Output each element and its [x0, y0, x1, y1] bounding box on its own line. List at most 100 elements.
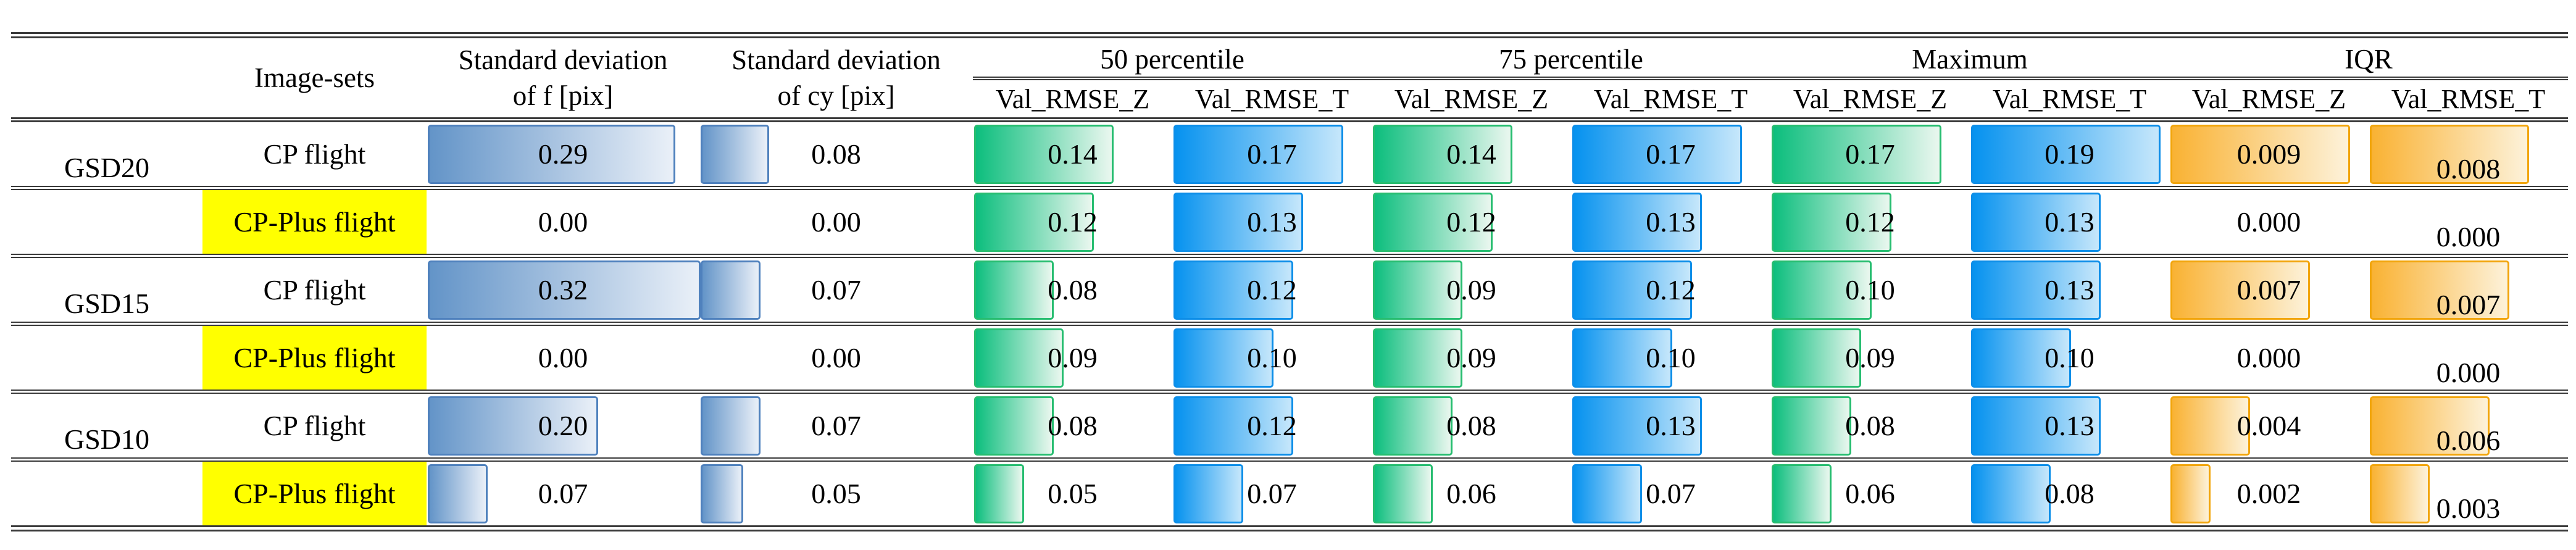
value-text: 0.12: [1048, 206, 1098, 238]
green-data-bar: [1772, 193, 1891, 252]
orange-data-bar: [2170, 125, 2350, 184]
value-cell-iqr-z: 0.000: [2169, 190, 2369, 254]
cyan-data-bar: [1971, 125, 2161, 184]
group-iqr: IQR: [2345, 44, 2393, 75]
steel-data-bar: [701, 464, 744, 523]
value-cell-max-z: 0.10: [1770, 258, 1970, 322]
value-cell-p75-z: 0.12: [1372, 190, 1571, 254]
image-set-label: CP flight: [263, 138, 366, 170]
value-text: 0.00: [811, 342, 861, 373]
value-cell-p50-t: 0.12: [1172, 394, 1372, 457]
image-set-cell: CP flight: [202, 122, 427, 186]
value-cell-iqr-t: 0.000: [2369, 190, 2568, 254]
value-text: 0.29: [538, 138, 588, 170]
group-underline: [973, 77, 2568, 80]
table-row: GSD10 CP flight 0.20 0.07 0.08 0.12 0.08 0.13…: [11, 390, 2568, 457]
value-cell-std-f: 0.00: [427, 190, 699, 254]
value-text: 0.08: [1446, 410, 1496, 441]
value-text: 0.09: [1446, 274, 1496, 306]
green-data-bar: [1772, 125, 1941, 184]
value-text: 0.004: [2236, 410, 2301, 441]
cyan-data-bar: [1173, 328, 1273, 388]
table-row: CP-Plus flight 0.00 0.00 0.12 0.13 0.12 0.13 0…: [11, 186, 2568, 254]
green-data-bar: [1373, 125, 1513, 184]
value-cell-p50-z: 0.08: [973, 394, 1172, 457]
value-cell-iqr-t: 0.003: [2369, 462, 2568, 525]
green-data-bar: [974, 260, 1054, 320]
value-text: 0.00: [538, 342, 588, 373]
cyan-data-bar: [1572, 260, 1692, 320]
header-image-sets-label: Image-sets: [254, 62, 375, 93]
subheader-p75-t: Val_RMSE_T: [1593, 83, 1748, 114]
value-cell-iqr-z: 0.002: [2169, 462, 2369, 525]
value-text: 0.000: [2436, 357, 2501, 388]
green-data-bar: [974, 464, 1024, 523]
value-text: 0.08: [1048, 410, 1098, 441]
gsd-group-cell: GSD10: [11, 394, 202, 457]
value-cell-max-z: 0.17: [1770, 122, 1970, 186]
value-text: 0.00: [538, 206, 588, 238]
table-row: GSD15 CP flight 0.32 0.07 0.08 0.12 0.09 0.12…: [11, 254, 2568, 322]
value-text: 0.007: [2436, 289, 2501, 320]
value-text: 0.000: [2236, 206, 2301, 238]
gsd-group-cell: GSD20: [11, 122, 202, 186]
steel-data-bar: [428, 464, 488, 523]
value-text: 0.009: [2236, 138, 2301, 170]
value-cell-p50-t: 0.13: [1172, 190, 1372, 254]
cyan-data-bar: [1971, 396, 2101, 456]
value-text: 0.13: [1646, 206, 1696, 238]
value-text: 0.12: [1646, 274, 1696, 306]
orange-data-bar: [2370, 125, 2530, 184]
orange-data-bar: [2170, 464, 2211, 523]
value-cell-iqr-z: 0.007: [2169, 258, 2369, 322]
gsd-group-label: GSD20: [64, 152, 150, 183]
green-data-bar: [1772, 260, 1872, 320]
value-cell-max-t: 0.19: [1970, 122, 2169, 186]
green-data-bar: [974, 193, 1094, 252]
value-cell-std-f: 0.07: [427, 462, 699, 525]
header-image-sets: Image-sets: [202, 38, 427, 117]
cyan-data-bar: [1173, 260, 1293, 320]
cyan-data-bar: [1173, 464, 1244, 523]
value-text: 0.20: [538, 410, 588, 441]
subheader-iqr-t: Val_RMSE_T: [2391, 83, 2546, 114]
table-row: CP-Plus flight 0.07 0.05 0.05 0.07 0.06 0.07 0…: [11, 457, 2568, 525]
image-set-cell: CP flight: [202, 258, 427, 322]
orange-data-bar: [2370, 464, 2430, 523]
value-cell-p50-t: 0.12: [1172, 258, 1372, 322]
value-text: 0.12: [1247, 274, 1297, 306]
value-text: 0.007: [2236, 274, 2301, 306]
gsd-group-cell: [11, 190, 202, 254]
value-cell-iqr-t: 0.008: [2369, 122, 2568, 186]
gsd-group-label: GSD10: [64, 423, 150, 455]
value-text: 0.13: [2045, 274, 2095, 306]
cyan-data-bar: [1173, 193, 1303, 252]
value-text: 0.07: [811, 274, 861, 306]
value-text: 0.10: [1646, 342, 1696, 373]
value-cell-p50-z: 0.08: [973, 258, 1172, 322]
value-text: 0.13: [2045, 410, 2095, 441]
value-text: 0.12: [1845, 206, 1895, 238]
value-text: 0.00: [811, 206, 861, 238]
value-text: 0.09: [1845, 342, 1895, 373]
value-text: 0.06: [1446, 478, 1496, 509]
value-text: 0.10: [1247, 342, 1297, 373]
value-text: 0.17: [1646, 138, 1696, 170]
cyan-data-bar: [1572, 396, 1702, 456]
orange-data-bar: [2370, 396, 2490, 456]
green-data-bar: [1373, 260, 1463, 320]
value-text: 0.003: [2436, 493, 2501, 524]
image-set-cell: CP-Plus flight: [202, 190, 427, 254]
value-cell-max-z: 0.06: [1770, 462, 1970, 525]
value-text: 0.12: [1247, 410, 1297, 441]
green-data-bar: [1772, 328, 1862, 388]
value-cell-std-cy: 0.05: [699, 462, 973, 525]
steel-data-bar: [701, 125, 769, 184]
orange-data-bar: [2370, 260, 2510, 320]
value-cell-max-t: 0.08: [1970, 462, 2169, 525]
green-data-bar: [1373, 464, 1433, 523]
steel-data-bar: [428, 260, 701, 320]
gsd-group-label: GSD15: [64, 288, 150, 319]
green-data-bar: [1373, 193, 1493, 252]
image-set-cell: CP-Plus flight: [202, 326, 427, 390]
